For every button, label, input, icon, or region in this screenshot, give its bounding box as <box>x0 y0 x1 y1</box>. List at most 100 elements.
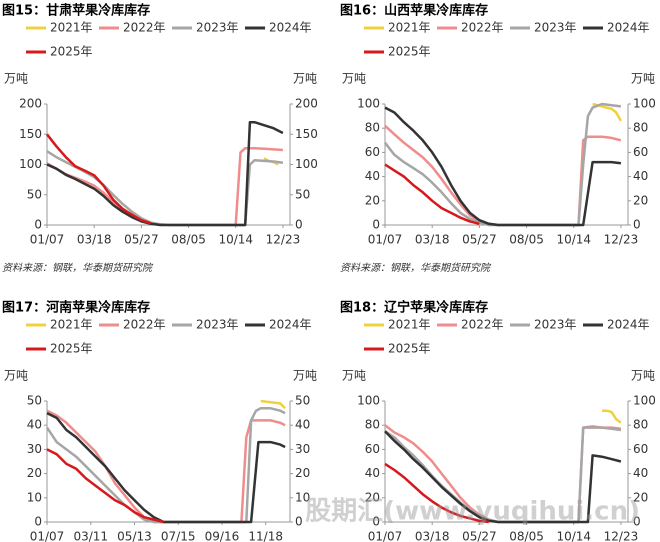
series-line <box>46 120 284 227</box>
y-tick-label: 0 <box>372 218 380 232</box>
y-tick-label: 40 <box>365 466 380 480</box>
x-tick-label: 12/23 <box>604 530 639 542</box>
legend-label: 2025年 <box>50 342 93 356</box>
y2-tick-label: 0 <box>633 218 641 232</box>
legend-label: 2023年 <box>534 318 577 332</box>
series-line <box>46 448 164 524</box>
series-line <box>384 106 622 227</box>
legend-label: 2021年 <box>50 318 93 332</box>
chart-title: 图18：辽宁苹果冷库库存 <box>340 300 488 316</box>
y-tick-label: 200 <box>19 97 42 111</box>
y2-tick-label: 60 <box>633 145 648 159</box>
y2-tick-label: 100 <box>295 157 318 171</box>
series-line <box>46 133 152 225</box>
chart-title: 图17：河南苹果冷库库存 <box>2 300 150 316</box>
y2-tick-label: 200 <box>295 97 318 111</box>
x-tick-label: 01/07 <box>30 530 65 542</box>
x-tick-label: 10/14 <box>556 530 591 542</box>
y2-tick-label: 100 <box>633 394 656 408</box>
x-tick-label: 05/13 <box>117 530 152 542</box>
legend-label: 2024年 <box>607 21 650 35</box>
x-tick-label: 05/27 <box>124 233 159 247</box>
source-note: 资料来源：钢联，华泰期货研究院 <box>2 262 154 274</box>
legend-label: 2025年 <box>50 45 93 59</box>
y2-tick-label: 50 <box>295 394 310 408</box>
y-tick-label: 40 <box>27 418 42 432</box>
y-tick-label: 80 <box>365 121 380 135</box>
y-tick-label: 0 <box>372 515 380 529</box>
y-tick-label: 0 <box>34 515 42 529</box>
series-line <box>602 409 622 424</box>
y-tick-label: 20 <box>365 490 380 504</box>
legend-label: 2025年 <box>388 342 431 356</box>
y2-tick-label: 0 <box>633 515 641 529</box>
y2-tick-label: 20 <box>633 490 648 504</box>
y2-tick-label: 40 <box>633 169 648 183</box>
series-line <box>384 163 480 226</box>
legend-label: 2022年 <box>123 318 166 332</box>
y-tick-label: 50 <box>27 187 42 201</box>
y2-tick-label: 20 <box>295 466 310 480</box>
x-tick-label: 03/18 <box>77 233 112 247</box>
y2-tick-label: 10 <box>295 490 310 504</box>
y2-axis-unit: 万吨 <box>293 369 317 383</box>
y2-tick-label: 80 <box>633 418 648 432</box>
x-tick-label: 03/18 <box>415 530 450 542</box>
x-tick-label: 10/14 <box>218 233 253 247</box>
source-note: 资料来源：钢联，华泰期货研究院 <box>340 262 492 274</box>
x-tick-label: 07/15 <box>161 530 196 542</box>
series-line <box>384 102 622 227</box>
legend-label: 2023年 <box>196 21 239 35</box>
y-tick-label: 50 <box>27 394 42 408</box>
y-axis-unit: 万吨 <box>4 369 28 383</box>
y-tick-label: 80 <box>365 418 380 432</box>
legend-label: 2024年 <box>269 21 312 35</box>
series-line <box>45 407 286 524</box>
series-line <box>384 430 622 524</box>
y2-tick-label: 80 <box>633 121 648 135</box>
series-line <box>260 399 286 410</box>
y2-tick-label: 60 <box>633 442 648 456</box>
legend-label: 2021年 <box>388 21 431 35</box>
y2-tick-label: 30 <box>295 442 310 456</box>
y-tick-label: 150 <box>19 127 42 141</box>
y-axis-unit: 万吨 <box>4 72 28 86</box>
y-tick-label: 20 <box>27 466 42 480</box>
y-tick-label: 0 <box>34 218 42 232</box>
y-axis-unit: 万吨 <box>342 369 366 383</box>
watermark: 股期汇(www.yuqihui.cn) <box>305 497 640 527</box>
legend-label: 2025年 <box>388 45 431 59</box>
y-tick-label: 100 <box>19 157 42 171</box>
chart-title: 图16：山西苹果冷库库存 <box>340 3 488 19</box>
y2-tick-label: 50 <box>295 187 310 201</box>
y-tick-label: 60 <box>365 145 380 159</box>
y-tick-label: 20 <box>365 193 380 207</box>
legend-label: 2024年 <box>269 318 312 332</box>
legend-label: 2022年 <box>123 21 166 35</box>
y-tick-label: 60 <box>365 442 380 456</box>
x-tick-label: 12/23 <box>266 233 301 247</box>
y2-tick-label: 0 <box>295 218 303 232</box>
legend-label: 2021年 <box>50 21 93 35</box>
y-tick-label: 30 <box>27 442 42 456</box>
y-tick-label: 40 <box>365 169 380 183</box>
x-tick-label: 10/14 <box>556 233 591 247</box>
y-axis-unit: 万吨 <box>342 72 366 86</box>
legend-label: 2021年 <box>388 318 431 332</box>
y-tick-label: 10 <box>27 490 42 504</box>
series-line <box>46 411 286 524</box>
y2-tick-label: 100 <box>633 97 656 111</box>
y2-axis-unit: 万吨 <box>631 369 655 383</box>
x-tick-label: 08/05 <box>509 233 544 247</box>
x-tick-label: 08/05 <box>509 530 544 542</box>
legend-label: 2022年 <box>461 318 504 332</box>
x-tick-label: 01/07 <box>30 233 65 247</box>
x-tick-label: 05/27 <box>462 530 497 542</box>
y-tick-label: 100 <box>357 394 380 408</box>
y-tick-label: 100 <box>357 97 380 111</box>
